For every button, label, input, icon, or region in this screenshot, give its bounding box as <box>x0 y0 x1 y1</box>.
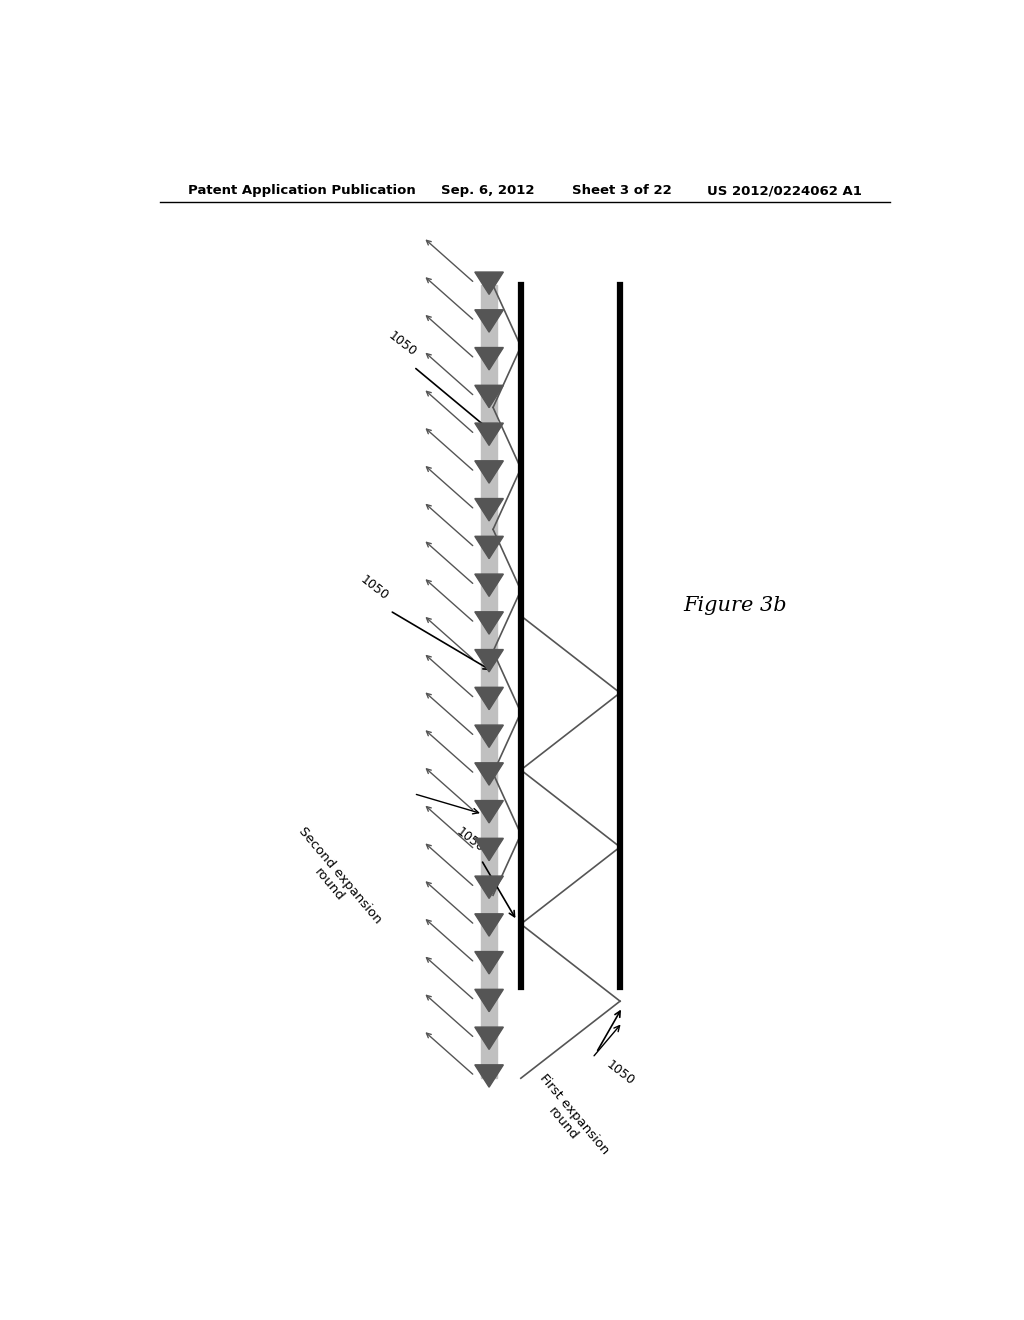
Text: 1050: 1050 <box>454 825 486 854</box>
Polygon shape <box>475 989 504 1011</box>
Text: Sheet 3 of 22: Sheet 3 of 22 <box>572 185 672 198</box>
Polygon shape <box>475 725 504 747</box>
Polygon shape <box>475 611 504 634</box>
Polygon shape <box>475 574 504 597</box>
Polygon shape <box>475 536 504 558</box>
Text: Patent Application Publication: Patent Application Publication <box>187 185 416 198</box>
Polygon shape <box>475 1027 504 1049</box>
Polygon shape <box>475 310 504 333</box>
Polygon shape <box>475 800 504 822</box>
Polygon shape <box>475 272 504 294</box>
Polygon shape <box>475 838 504 861</box>
Polygon shape <box>475 461 504 483</box>
Text: 1050: 1050 <box>358 573 391 602</box>
Polygon shape <box>475 385 504 408</box>
Text: Sep. 6, 2012: Sep. 6, 2012 <box>441 185 535 198</box>
Polygon shape <box>475 499 504 521</box>
Polygon shape <box>475 876 504 899</box>
Bar <box>481 285 497 1078</box>
Polygon shape <box>475 913 504 936</box>
Text: 1050: 1050 <box>604 1057 637 1088</box>
Polygon shape <box>475 347 504 370</box>
Text: Figure 3b: Figure 3b <box>684 597 787 615</box>
Text: US 2012/0224062 A1: US 2012/0224062 A1 <box>708 185 862 198</box>
Polygon shape <box>475 1065 504 1088</box>
Polygon shape <box>475 763 504 785</box>
Polygon shape <box>475 688 504 710</box>
Text: 1050: 1050 <box>386 329 419 359</box>
Polygon shape <box>475 952 504 974</box>
Text: Second expansion
round: Second expansion round <box>285 825 384 936</box>
Polygon shape <box>475 649 504 672</box>
Polygon shape <box>475 422 504 445</box>
Text: First expansion
round: First expansion round <box>525 1072 611 1167</box>
